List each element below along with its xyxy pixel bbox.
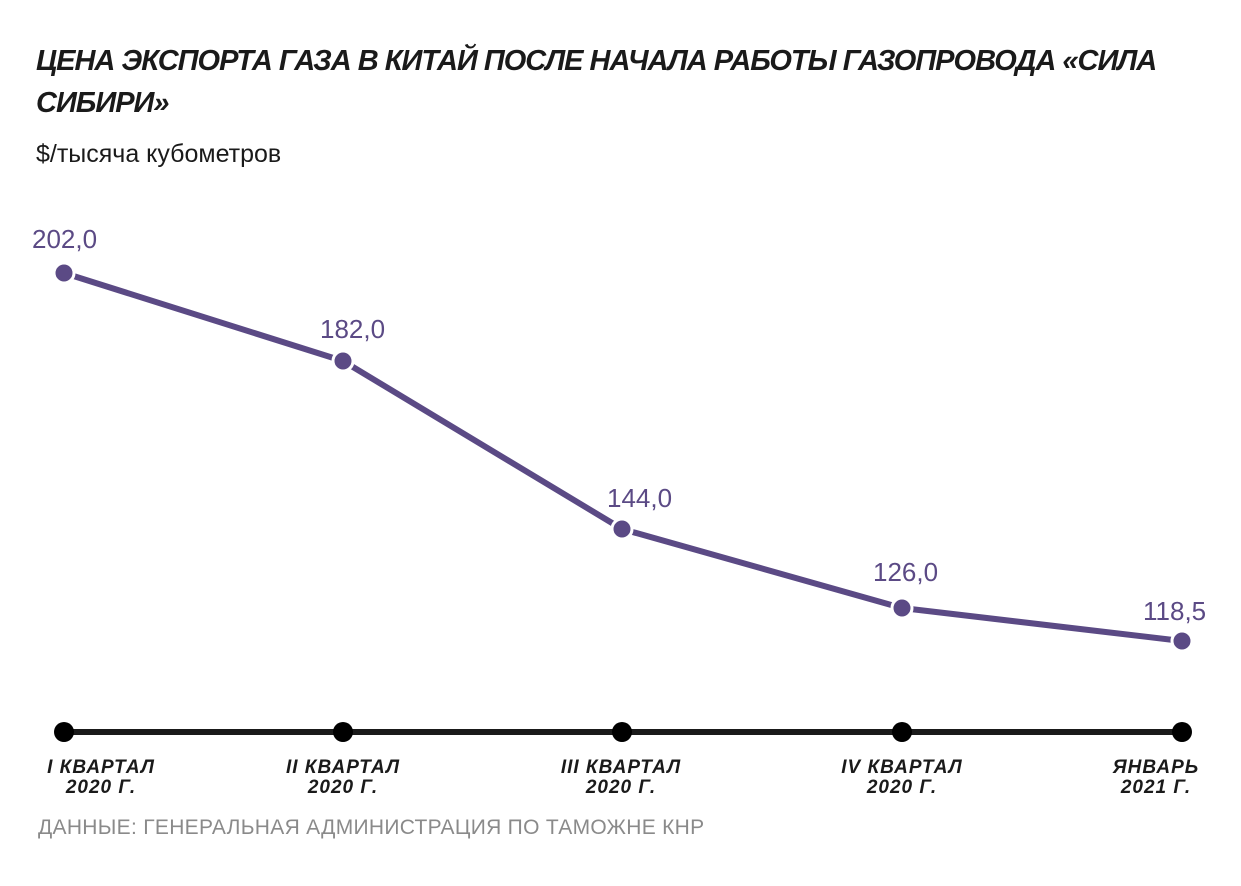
data-label: 126,0 xyxy=(873,557,939,587)
x-label-line2: 2020 Г. xyxy=(307,777,379,798)
x-axis-ticks xyxy=(54,722,1192,742)
chart-title: Цена экспорта газа в Китай после начала … xyxy=(36,45,1157,119)
data-point xyxy=(331,349,355,373)
units-label: $/тысяча кубометров xyxy=(36,140,282,168)
x-axis-label: ЯНВАРЬ 2021 Г. xyxy=(1056,758,1241,798)
x-label-line2: 2021 Г. xyxy=(1120,777,1192,798)
source-note: ДАННЫЕ: ГЕНЕРАЛЬНАЯ АДМИНИСТРАЦИЯ ПО ТАМ… xyxy=(38,816,705,839)
data-point xyxy=(1170,629,1194,653)
data-label: 118,5 xyxy=(1143,596,1207,626)
x-label-line1: IV КВАРТАЛ xyxy=(841,757,963,778)
x-axis-label: I КВАРТАЛ 2020 Г. xyxy=(1,758,201,798)
x-label-line2: 2020 Г. xyxy=(866,777,938,798)
data-point xyxy=(890,596,914,620)
data-label: 202,0 xyxy=(32,224,98,254)
x-axis-label: II КВАРТАЛ 2020 Г. xyxy=(243,758,443,798)
price-line xyxy=(63,270,1183,644)
x-label-line1: III КВАРТАЛ xyxy=(560,757,682,778)
x-axis-label: IV КВАРТАЛ 2020 Г. xyxy=(802,758,1002,798)
data-label: 182,0 xyxy=(320,314,386,344)
x-label-line2: 2020 Г. xyxy=(65,777,137,798)
data-point xyxy=(610,517,634,541)
x-label-line1: ЯНВАРЬ xyxy=(1112,757,1200,778)
x-axis-label: III КВАРТАЛ 2020 Г. xyxy=(521,758,721,798)
x-label-line1: II КВАРТАЛ xyxy=(285,757,401,778)
x-label-line2: 2020 Г. xyxy=(585,777,657,798)
x-label-line1: I КВАРТАЛ xyxy=(47,757,155,778)
data-points xyxy=(52,261,1194,653)
data-point xyxy=(52,261,76,285)
data-label: 144,0 xyxy=(607,483,673,513)
